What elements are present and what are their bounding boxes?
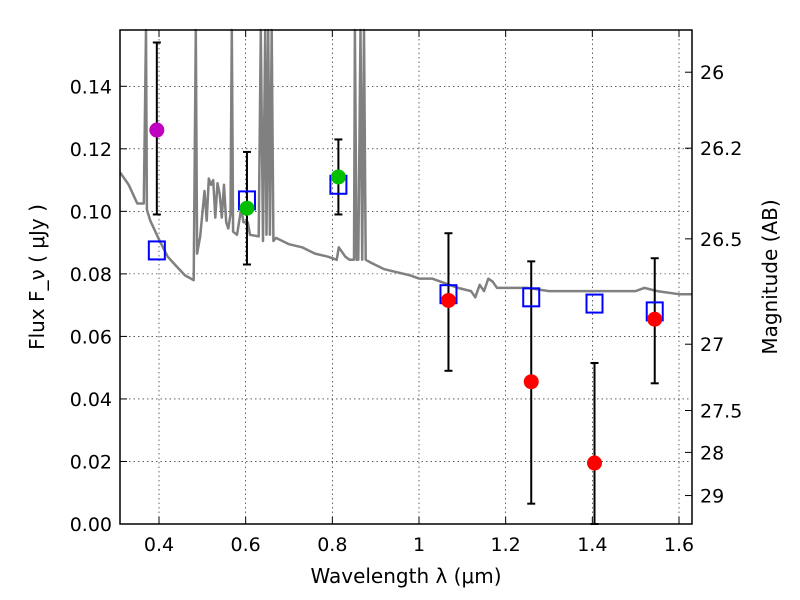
plot-frame (119, 29, 693, 525)
observed-point (587, 455, 602, 471)
magnitude-tick-label: 27.5 (700, 401, 742, 423)
x-tick-label: 0.4 (144, 534, 174, 556)
observed-point (239, 200, 255, 216)
observed-point (647, 311, 663, 327)
grid-lines (120, 30, 692, 525)
y-tick-label: 0.00 (70, 514, 112, 536)
model-square (147, 240, 166, 261)
x-tick-label: 1.2 (491, 534, 521, 556)
x-axis: 0.4 0.6 0.8 1 1.2 1.4 1.6 (144, 30, 694, 556)
y-tick-label: 0.10 (70, 201, 112, 223)
magnitude-tick-label: 26.2 (700, 138, 742, 160)
observed-point (440, 292, 456, 308)
magnitude-tick-label: 29 (700, 486, 724, 508)
magnitude-axis: 26 26.2 26.5 27 27.5 28 29 (685, 62, 742, 508)
error-bars (152, 41, 659, 525)
x-axis-label: Wavelength λ (μm) (310, 564, 501, 588)
y-tick-label: 0.12 (70, 139, 112, 161)
magnitude-tick-label: 27 (700, 334, 724, 356)
magnitude-tick-label: 28 (700, 442, 724, 464)
y-tick-label: 0.08 (70, 264, 112, 286)
magnitude-axis-label: Magnitude (AB) (758, 199, 782, 354)
magnitude-tick-label: 26 (700, 62, 724, 84)
y-tick-label: 0.06 (70, 326, 112, 348)
x-tick-label: 0.8 (317, 534, 347, 556)
model-spectrum (118, 28, 692, 299)
x-tick-label: 0.6 (231, 534, 261, 556)
x-tick-label: 1.6 (664, 534, 694, 556)
y-axis: 0.00 0.02 0.04 0.06 0.08 0.10 0.12 0.14 (70, 76, 127, 536)
x-tick-label: 1 (413, 534, 425, 556)
x-tick-label: 1.4 (577, 534, 607, 556)
observed-points (149, 122, 663, 471)
magnitude-tick-label: 26.5 (700, 229, 742, 251)
y-tick-label: 0.14 (70, 76, 112, 98)
model-square (522, 287, 541, 308)
y-tick-label: 0.04 (70, 389, 112, 411)
y-tick-label: 0.02 (70, 451, 112, 473)
observed-point (330, 169, 346, 185)
observed-point (523, 374, 539, 390)
spectrum-line (118, 28, 692, 299)
model-square (585, 293, 604, 314)
y-axis-label: Flux F_ν ( μJy ) (25, 204, 49, 350)
observed-point (149, 122, 165, 138)
